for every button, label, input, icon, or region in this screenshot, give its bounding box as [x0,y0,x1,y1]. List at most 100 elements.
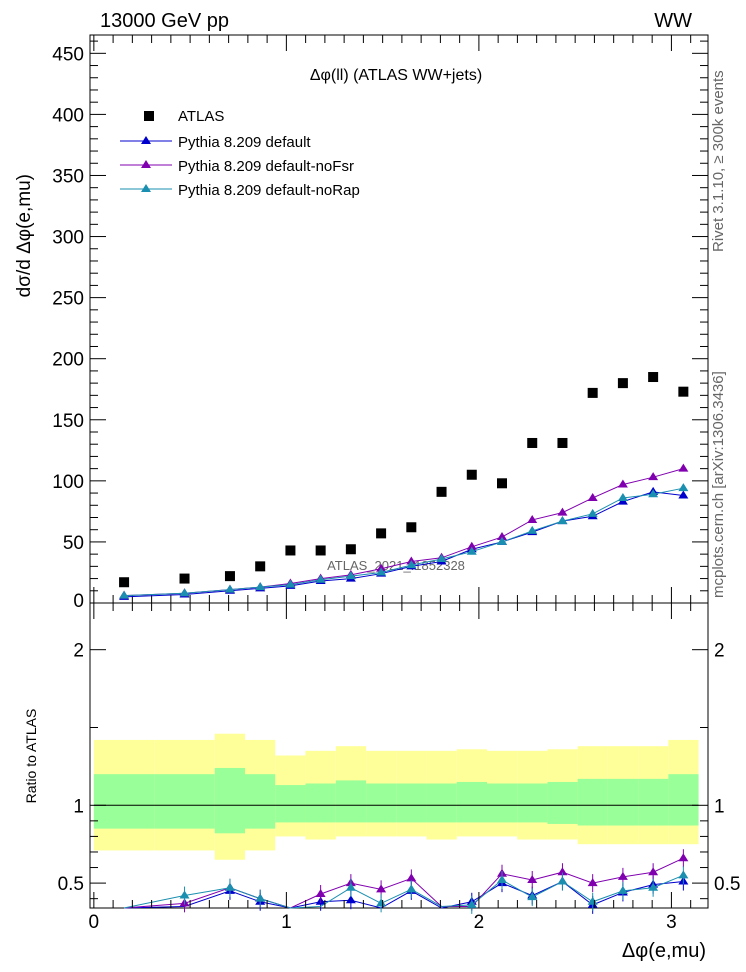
data-point-atlas [557,437,568,448]
band-green [456,781,487,823]
ratio-point [315,888,326,897]
data-point-atlas [224,571,235,582]
band-green [638,778,669,826]
ratio-point [587,878,598,887]
ratio-point [557,867,568,876]
data-point-mc [345,571,356,580]
y-tick-label: 400 [52,105,84,126]
series-line-3 [124,487,684,597]
band-green [335,780,367,823]
data-point-atlas [345,544,356,555]
y-tick-label: 350 [52,166,84,187]
data-point-mc [527,514,538,523]
ratio-line-3 [123,874,684,909]
data-point-atlas [587,387,598,398]
y-tick-label: 150 [52,411,84,432]
data-point-atlas [617,378,628,389]
band-green [486,783,518,823]
data-point-mc [557,516,568,525]
ratio-y-axis-label: Ratio to ATLAS [23,709,39,804]
ratio-point [406,873,417,882]
band-green [154,774,215,829]
ratio-point [648,882,659,891]
ratio-point [617,885,628,894]
band-green [547,781,578,824]
data-point-mc [497,536,507,545]
y-tick-label: 250 [52,289,84,310]
band-green [275,785,306,823]
data-point-atlas [315,545,326,556]
data-point-atlas [179,573,190,584]
legend-marker-atlas [144,111,154,121]
data-point-atlas [527,437,538,448]
band-green [607,778,639,826]
ratio-point [648,867,659,876]
ratio-y-tick-label: 1 [73,796,84,817]
data-point-atlas [285,545,296,556]
main-data-series [119,372,689,600]
band-green [214,767,245,834]
series-line-1 [124,491,684,598]
data-point-mc [315,574,326,583]
x-axis-label: Δφ(e,mu) [622,940,706,962]
data-point-mc [224,584,235,593]
legend-label-norap: Pythia 8.209 default-noRap [178,182,360,199]
data-point-mc [527,525,538,534]
legend-marker-norap [141,184,151,192]
ratio-y-tick-label-right: 0.5 [714,874,740,895]
y-tick-label: 50 [63,533,84,554]
ratio-point [376,898,387,907]
ratio-point [678,853,689,862]
legend-marker-default [141,136,151,144]
ratio-point [587,896,598,905]
x-tick-label: 3 [666,912,677,933]
y-tick-label: 0 [73,591,84,612]
ratio-y-tick-label-right: 1 [714,796,725,817]
legend-marker-nofsr [141,160,151,168]
ratio-point [497,874,507,883]
data-point-atlas [406,522,417,533]
ratio-line-2 [124,857,684,909]
ratio-point [406,884,417,893]
data-point-mc [587,492,598,501]
data-point-mc [466,546,477,555]
legend-label-nofsr: Pythia 8.209 default-noFsr [178,158,354,175]
band-green [396,783,427,823]
data-point-mc [648,472,659,481]
ratio-point [466,899,477,908]
ratio-y-tick-label: 2 [73,641,84,662]
band-green [517,783,548,823]
data-point-atlas [497,478,507,489]
y-axis-label: dσ/d Δφ(e,mu) [14,174,35,297]
data-point-mc [557,507,568,516]
ratio-point [345,895,356,904]
data-point-mc [376,567,387,576]
ratio-point [617,871,628,880]
ratio-point [376,884,387,893]
header-right: WW [654,10,692,32]
data-point-atlas [436,486,447,497]
ratio-point [557,876,568,885]
series-line-2 [124,468,684,597]
chart-title: Δφ(ll) (ATLAS WW+jets) [310,67,482,84]
data-point-mc [678,463,689,472]
band-green [244,774,276,829]
side-text-rivet: Rivet 3.1.10, ≥ 300k events [710,70,727,252]
band-green [366,783,397,823]
data-point-atlas [255,561,266,572]
ratio-point [255,893,266,902]
ratio-data-series [123,849,689,914]
data-point-mc [255,582,266,591]
data-point-atlas [119,577,130,588]
data-point-mc [497,532,507,541]
x-tick-label: 0 [89,912,100,933]
data-point-mc [678,483,689,492]
ratio-point [527,874,538,883]
data-point-mc [648,489,659,498]
band-green [93,774,155,829]
data-point-mc [179,588,190,597]
data-point-mc [436,554,447,563]
data-point-mc [617,479,628,488]
data-point-mc [466,541,477,550]
